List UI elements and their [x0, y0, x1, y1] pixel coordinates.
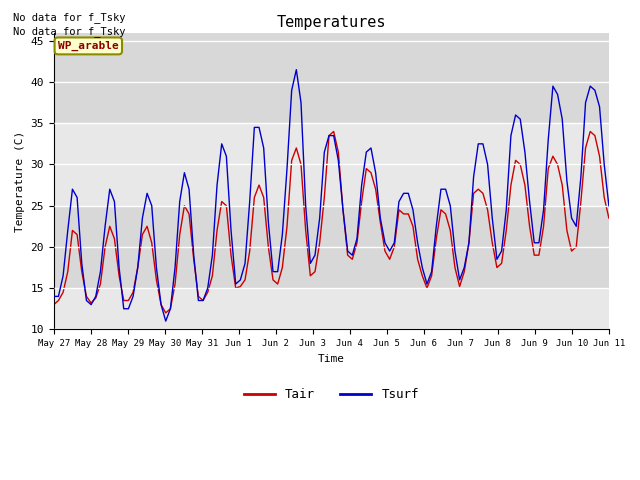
Text: No data for f_Tsky: No data for f_Tsky — [13, 12, 125, 23]
Bar — [54, 123, 609, 206]
Bar — [54, 33, 609, 123]
Text: WP_arable: WP_arable — [58, 41, 118, 51]
Legend: Tair, Tsurf: Tair, Tsurf — [239, 383, 424, 406]
Y-axis label: Temperature (C): Temperature (C) — [15, 131, 25, 231]
Bar — [54, 288, 609, 329]
X-axis label: Time: Time — [318, 354, 345, 364]
Bar — [54, 206, 609, 288]
Title: Temperatures: Temperatures — [276, 15, 386, 30]
Text: No data for f_Tsky: No data for f_Tsky — [13, 26, 125, 37]
